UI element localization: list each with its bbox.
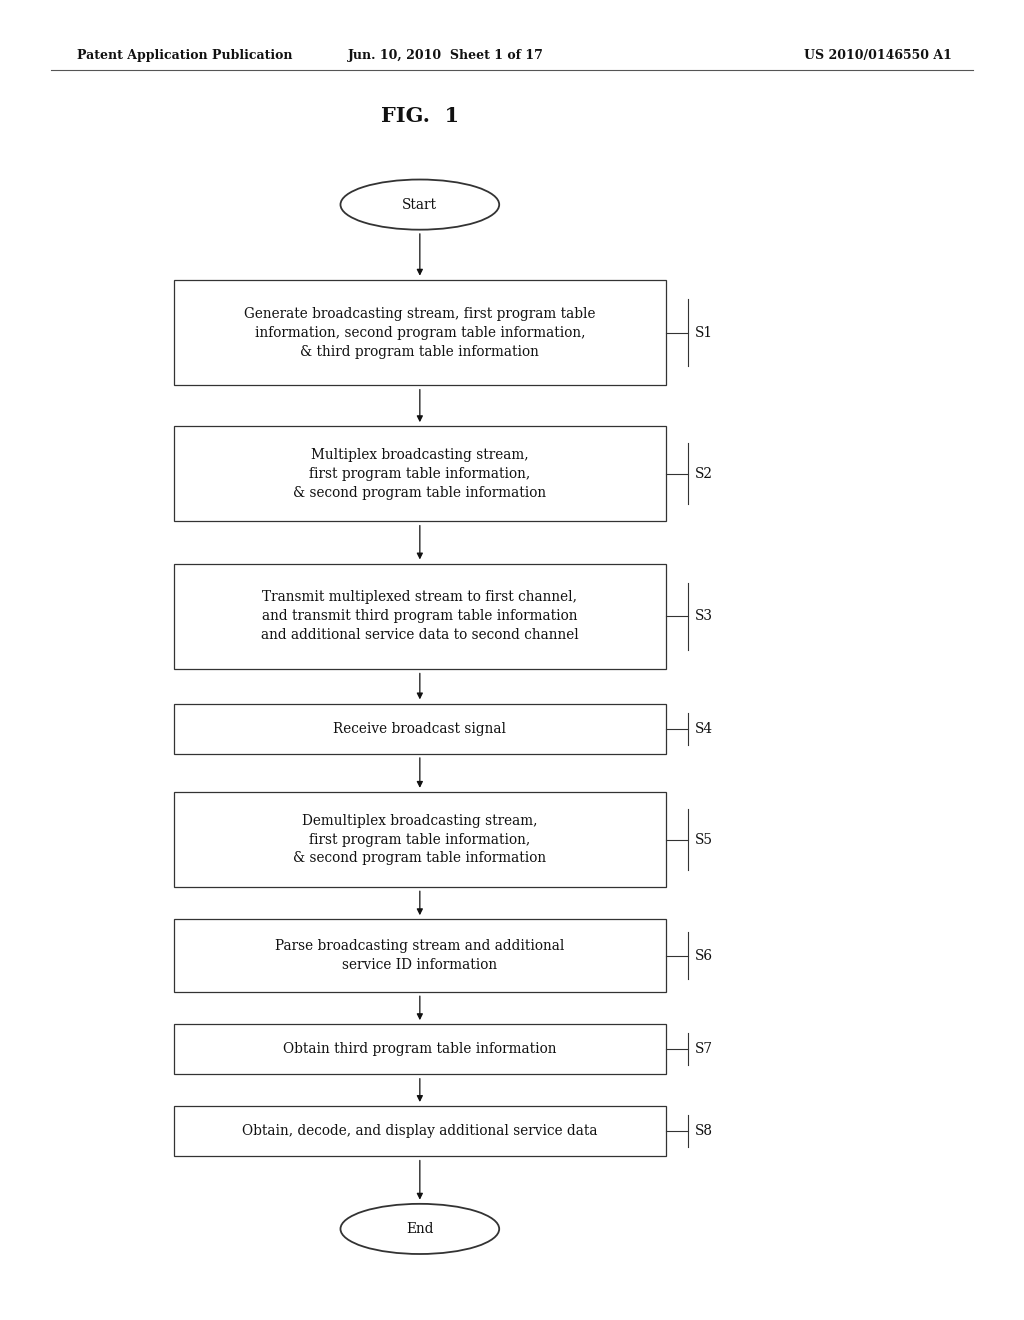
FancyBboxPatch shape [174,792,666,887]
Text: S3: S3 [695,610,714,623]
Text: Demultiplex broadcasting stream,
first program table information,
& second progr: Demultiplex broadcasting stream, first p… [293,813,547,866]
FancyBboxPatch shape [174,1024,666,1074]
FancyBboxPatch shape [174,426,666,521]
Text: S2: S2 [695,467,714,480]
Text: US 2010/0146550 A1: US 2010/0146550 A1 [805,49,952,62]
Text: Obtain third program table information: Obtain third program table information [283,1043,557,1056]
Text: S8: S8 [695,1125,714,1138]
Text: End: End [407,1222,433,1236]
Ellipse shape [340,1204,500,1254]
Text: S4: S4 [695,722,714,735]
Text: S7: S7 [695,1043,714,1056]
Ellipse shape [340,180,500,230]
FancyBboxPatch shape [174,1106,666,1156]
Text: Patent Application Publication: Patent Application Publication [77,49,292,62]
Text: Receive broadcast signal: Receive broadcast signal [334,722,506,735]
Text: FIG.  1: FIG. 1 [381,106,459,125]
FancyBboxPatch shape [174,280,666,385]
Text: S1: S1 [695,326,714,339]
FancyBboxPatch shape [174,704,666,754]
Text: Transmit multiplexed stream to first channel,
and transmit third program table i: Transmit multiplexed stream to first cha… [261,590,579,643]
Text: Obtain, decode, and display additional service data: Obtain, decode, and display additional s… [242,1125,598,1138]
Text: Start: Start [402,198,437,211]
Text: S5: S5 [695,833,714,846]
Text: Parse broadcasting stream and additional
service ID information: Parse broadcasting stream and additional… [275,940,564,972]
Text: Multiplex broadcasting stream,
first program table information,
& second program: Multiplex broadcasting stream, first pro… [293,447,547,500]
FancyBboxPatch shape [174,564,666,669]
FancyBboxPatch shape [174,919,666,993]
Text: Jun. 10, 2010  Sheet 1 of 17: Jun. 10, 2010 Sheet 1 of 17 [347,49,544,62]
Text: Generate broadcasting stream, first program table
information, second program ta: Generate broadcasting stream, first prog… [244,306,596,359]
Text: S6: S6 [695,949,714,962]
